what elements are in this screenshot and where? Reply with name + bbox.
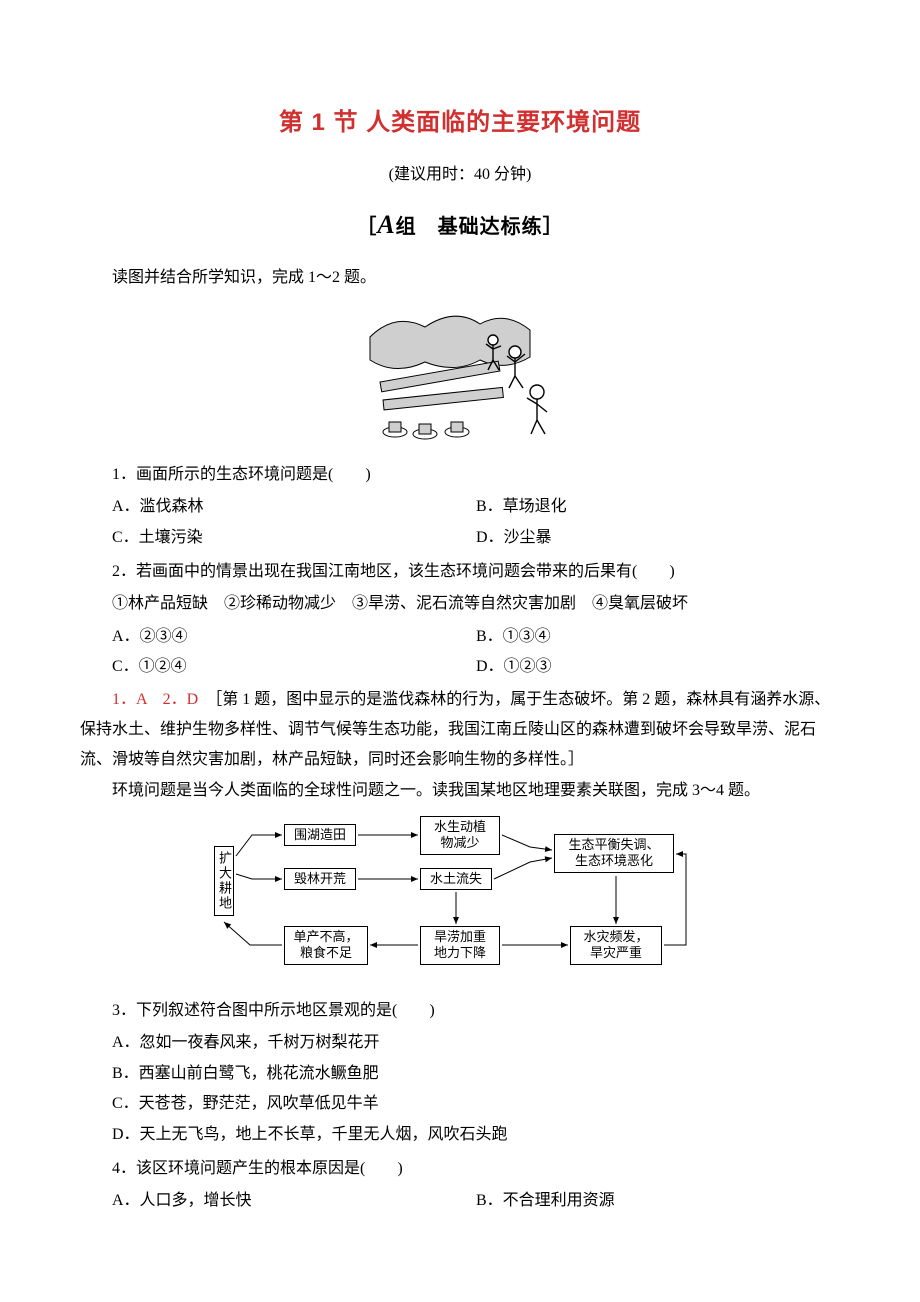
fc-node-expand: 扩大耕地 xyxy=(214,846,234,916)
q3-opt-a: A．忽如一夜春风来，千树万树梨花开 xyxy=(112,1028,840,1058)
q3-opt-d: D．天上无飞鸟，地上不长草，千里无人烟，风吹石头跑 xyxy=(112,1120,840,1150)
fc-node-lowyield: 单产不高，粮食不足 xyxy=(284,926,368,965)
time-hint: (建议用时：40 分钟) xyxy=(80,160,840,190)
fc-node-defor: 毁林开荒 xyxy=(284,868,356,890)
figure-2-flowchart: 扩大耕地 围湖造田 毁林开荒 单产不高，粮食不足 水生动植物减少 水土流失 旱涝… xyxy=(210,814,710,984)
q1-opt-b: B．草场退化 xyxy=(476,492,840,522)
bracket-close: ］ xyxy=(543,216,564,238)
q2-stem: 2．若画面中的情景出现在我国江南地区，该生态环境问题会带来的后果有( ) xyxy=(80,557,840,587)
q2-opt-d: D．①②③ xyxy=(476,652,840,682)
fc-node-aquatic: 水生动植物减少 xyxy=(420,816,500,855)
group-header: ［A组 基础达标练］ xyxy=(80,200,840,249)
figure-1-cartoon xyxy=(365,302,555,450)
q1-opt-a: A．滥伐森林 xyxy=(112,492,476,522)
q4-options: A．人口多，增长快 B．不合理利用资源 xyxy=(80,1186,840,1216)
intro-2: 环境问题是当今人类面临的全球性问题之一。读我国某地区地理要素关联图，完成 3～4… xyxy=(80,776,840,806)
q3-options: A．忽如一夜春风来，千树万树梨花开 B．西塞山前白鹭飞，桃花流水鳜鱼肥 C．天苍… xyxy=(80,1028,840,1150)
q1-stem: 1．画面所示的生态环境问题是( ) xyxy=(80,460,840,490)
q2-opt-c: C．①②④ xyxy=(112,652,476,682)
q1-opt-c: C．土壤污染 xyxy=(112,523,476,553)
q3-stem: 3．下列叙述符合图中所示地区景观的是( ) xyxy=(80,996,840,1026)
q2-opt-b: B．①③④ xyxy=(476,622,840,652)
q4-opt-a: A．人口多，增长快 xyxy=(112,1186,476,1216)
q4-stem: 4．该区环境问题产生的根本原因是( ) xyxy=(80,1154,840,1184)
answer-1-2-label: 1．A 2．D xyxy=(112,691,214,708)
q2-options: A．②③④ B．①③④ C．①②④ D．①②③ xyxy=(80,622,840,683)
page-title: 第 1 节 人类面临的主要环境问题 xyxy=(80,100,840,146)
fc-node-reclaim: 围湖造田 xyxy=(284,824,356,846)
fc-node-erosion: 水土流失 xyxy=(420,868,492,890)
q3-opt-c: C．天苍苍，野茫茫，风吹草低见牛羊 xyxy=(112,1089,840,1119)
q3-opt-b: B．西塞山前白鹭飞，桃花流水鳜鱼肥 xyxy=(112,1059,840,1089)
answer-1-2: 1．A 2．D ［第 1 题，图中显示的是滥伐森林的行为，属于生态破坏。第 2 … xyxy=(80,685,840,776)
q1-options: A．滥伐森林 B．草场退化 C．土壤污染 D．沙尘暴 xyxy=(80,492,840,553)
group-label: 组 基础达标练 xyxy=(396,216,543,238)
q1-opt-d: D．沙尘暴 xyxy=(476,523,840,553)
q2-circled-options: ①林产品短缺 ②珍稀动物减少 ③旱涝、泥石流等自然灾害加剧 ④臭氧层破坏 xyxy=(80,589,840,619)
q4-opt-b: B．不合理利用资源 xyxy=(476,1186,840,1216)
q2-opt-a: A．②③④ xyxy=(112,622,476,652)
fc-node-balance: 生态平衡失调、生态环境恶化 xyxy=(554,834,674,873)
group-letter: A xyxy=(377,210,395,239)
bracket-open: ［ xyxy=(356,216,377,238)
fc-node-drought: 旱涝加重地力下降 xyxy=(420,926,500,965)
fc-node-flood: 水灾频发，旱灾严重 xyxy=(570,926,662,965)
intro-1: 读图并结合所学知识，完成 1～2 题。 xyxy=(80,263,840,293)
